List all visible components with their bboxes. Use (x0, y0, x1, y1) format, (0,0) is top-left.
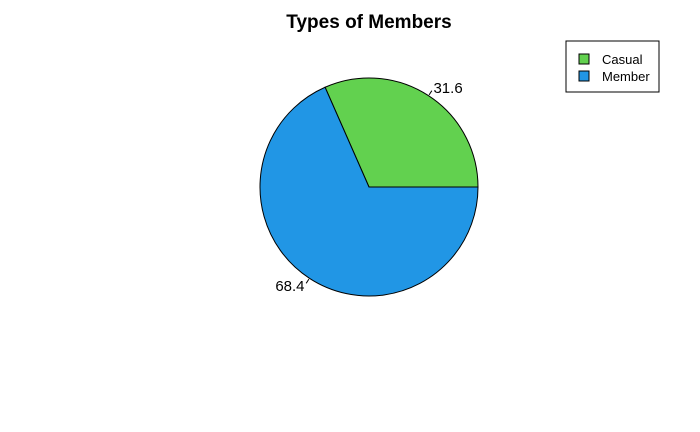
pie-slices (259, 77, 479, 297)
legend-swatch-member (578, 70, 590, 82)
pie-slice-casual (324, 77, 479, 188)
legend-box (565, 40, 660, 93)
slice-value-label-member: 68.4 (275, 278, 304, 295)
legend-label-member: Member (602, 69, 650, 84)
chart-title: Types of Members (286, 12, 451, 33)
pie-slice-member (259, 86, 479, 297)
slice-leader-line-casual (428, 90, 433, 96)
legend-label-casual: Casual (602, 52, 643, 67)
slice-labels: 31.6 68.4 (275, 80, 462, 295)
legend-swatch-casual (578, 53, 590, 65)
slice-value-label-casual: 31.6 (433, 80, 462, 97)
slice-leader-line-member (305, 278, 310, 284)
legend: Casual Member (565, 40, 660, 93)
